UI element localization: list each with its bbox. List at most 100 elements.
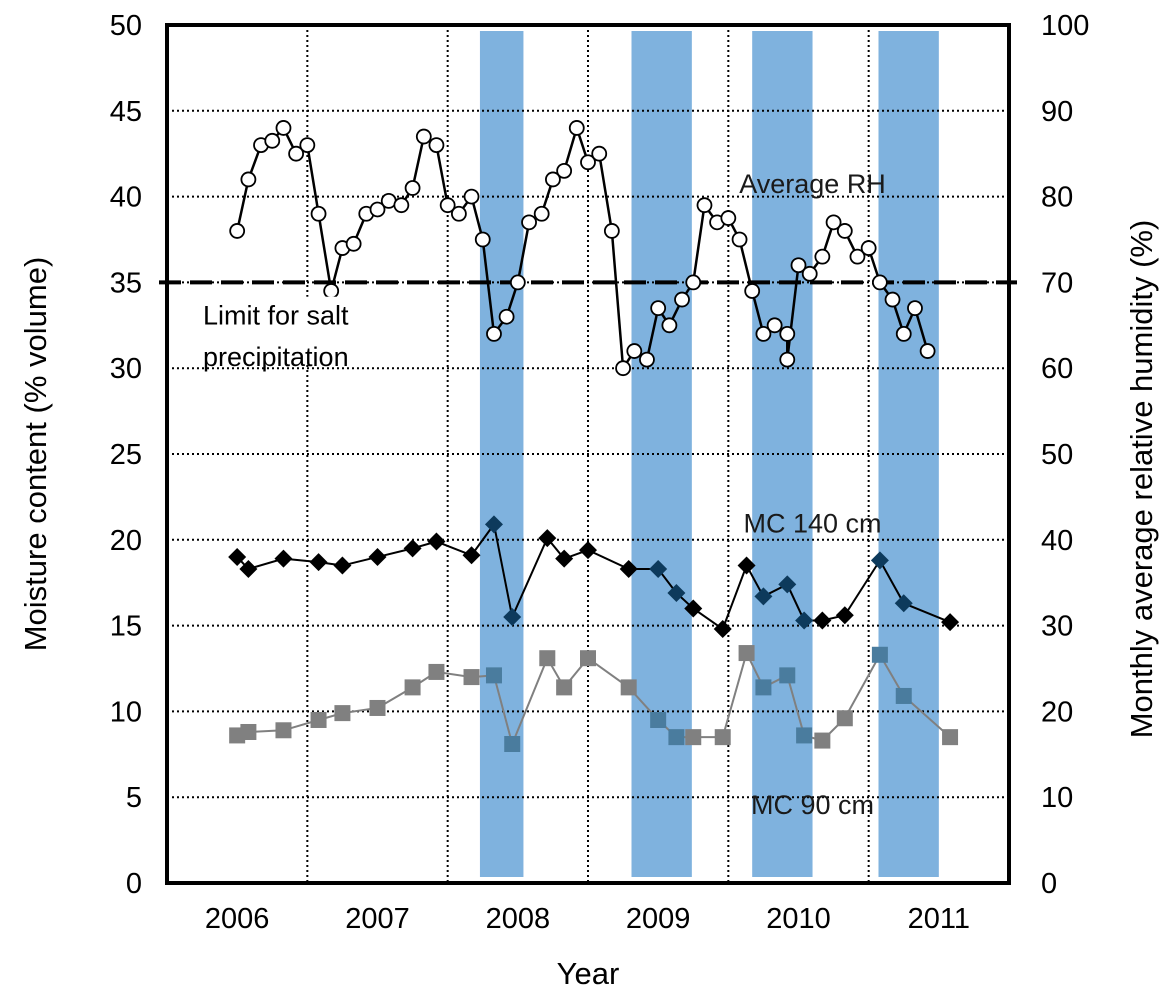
y2-tick-label: 60 <box>1041 353 1073 385</box>
rh-point <box>545 171 561 188</box>
rh-point <box>731 231 748 248</box>
rh-point <box>240 171 257 188</box>
mc90-point <box>428 663 445 680</box>
rh-point <box>779 325 796 342</box>
y2-tick-label: 30 <box>1041 611 1073 643</box>
mc90-point <box>796 727 813 744</box>
x-tick-label: 2006 <box>205 903 270 935</box>
mc90-point <box>485 667 502 684</box>
y-tick-label: 5 <box>126 782 142 814</box>
mc90-point <box>334 705 351 722</box>
rh-point <box>836 223 853 239</box>
mc140-point <box>555 549 574 568</box>
y2-tick-label: 80 <box>1041 182 1073 214</box>
mc90-point <box>668 729 685 746</box>
rh-point <box>626 343 643 359</box>
mc140-point <box>228 547 247 566</box>
x-tick-label: 2008 <box>486 903 551 935</box>
mc140-point <box>274 549 293 568</box>
rh-point <box>849 248 866 265</box>
rh-point <box>766 317 783 334</box>
rh-point <box>474 231 491 248</box>
x-tick-label: 2010 <box>766 903 831 935</box>
series-annotation: Average RH <box>739 169 886 199</box>
mc90-point <box>240 723 257 740</box>
mc140-point <box>870 551 889 570</box>
mc140-point <box>503 608 522 627</box>
series-line <box>236 650 951 748</box>
mc140-point <box>309 553 328 572</box>
rh-point <box>895 325 912 342</box>
mc90-point <box>404 679 421 696</box>
rh-point <box>323 283 340 299</box>
mc140-point <box>619 559 638 578</box>
rh-point <box>814 248 831 265</box>
y-axis-label: Moisture content (% volume) <box>18 257 53 652</box>
y-tick-label: 50 <box>110 10 142 42</box>
mc140-point <box>403 539 422 558</box>
rh-point <box>639 351 655 368</box>
rh-point <box>755 325 772 342</box>
y2-axis-label: Monthly average relative humidity (%) <box>1124 220 1159 739</box>
rh-point <box>345 235 362 252</box>
rh-point <box>801 265 818 282</box>
y-tick-label: 40 <box>110 182 142 214</box>
rh-point <box>533 205 550 222</box>
rh-point <box>264 132 281 149</box>
rh-point <box>591 145 608 162</box>
mc140-point <box>778 575 797 594</box>
x-tick-label: 2011 <box>908 903 970 935</box>
rh-point <box>779 351 796 368</box>
y-tick-label: 35 <box>110 267 142 299</box>
gridlines <box>167 25 1009 883</box>
mc90-point <box>685 729 702 746</box>
mc90-point <box>539 650 556 667</box>
x-tick-label: 2009 <box>626 903 691 935</box>
rh-point <box>521 214 537 231</box>
y-tick-label: 15 <box>110 611 142 643</box>
rh-point <box>439 197 456 214</box>
rh-point <box>907 300 923 317</box>
mc90-point <box>650 711 667 728</box>
series-annotation: MC 140 cm <box>744 509 882 539</box>
mc90-point <box>580 650 596 667</box>
mc140-point <box>427 532 446 551</box>
rh-point <box>310 205 327 222</box>
mc90-point <box>871 646 888 663</box>
y-tick-label: 25 <box>110 439 142 471</box>
rh-point <box>744 283 761 299</box>
mc140-point <box>941 613 960 632</box>
rh-point <box>568 120 585 136</box>
rh-point <box>486 325 502 342</box>
rh-point <box>720 210 737 226</box>
rh-point <box>369 201 386 218</box>
rh-point <box>404 180 421 196</box>
x-tick-label: 2007 <box>345 903 410 935</box>
mc90-point <box>714 729 731 746</box>
y2-tick-label: 70 <box>1041 267 1073 299</box>
series-circle <box>229 120 936 377</box>
rh-point <box>450 205 467 222</box>
mc140-point <box>835 606 854 625</box>
rh-point <box>415 128 432 145</box>
rh-point <box>428 137 445 154</box>
y2-tick-label: 10 <box>1041 782 1073 814</box>
mc140-point <box>538 529 557 548</box>
mc90-point <box>369 699 386 716</box>
rh-point <box>275 120 292 136</box>
threshold-label-line1: Limit for salt <box>203 301 349 331</box>
mc90-point <box>814 732 831 749</box>
rh-point <box>615 360 631 377</box>
rh-point <box>919 343 936 359</box>
rh-point <box>860 240 877 256</box>
rh-point <box>580 154 596 171</box>
mc90-point <box>310 711 327 728</box>
rh-point <box>674 291 690 308</box>
y2-tick-label: 40 <box>1041 525 1073 557</box>
x-axis-label: Year <box>557 956 620 991</box>
mc90-point <box>504 736 521 753</box>
mc140-point <box>894 594 913 613</box>
mc140-point <box>579 541 597 560</box>
data-series <box>228 120 960 753</box>
y-tick-label: 10 <box>110 696 142 728</box>
